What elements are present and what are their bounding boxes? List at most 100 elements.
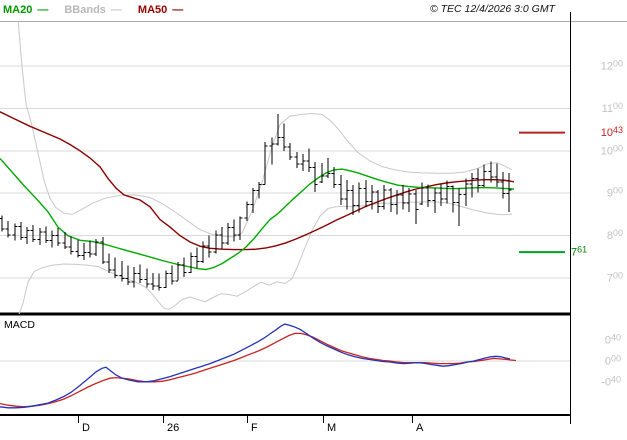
ohlc-bar: [175, 261, 181, 282]
ohlc-bar: [275, 114, 281, 146]
macd-signal-line: [0, 332, 517, 408]
ohlc-bar: [281, 123, 287, 151]
ohlc-bar: [406, 188, 412, 212]
ohlc-bar: [300, 154, 306, 172]
gridlines: 1200 1100 1000 900 800 700: [0, 59, 623, 285]
x-axis-label: A: [416, 422, 424, 434]
ohlc-bar: [356, 182, 362, 213]
ohlc-bar: [506, 172, 512, 212]
ohlc-bar: [438, 183, 444, 206]
ohlc-bar: [237, 216, 243, 240]
ohlc-bar: [144, 268, 150, 288]
macd-panel-title: MACD: [4, 319, 35, 331]
ohlc-bar: [106, 253, 112, 273]
ohlc-bar: [225, 222, 231, 245]
ohlc-bar: [119, 261, 125, 282]
ohlc-bar: [325, 158, 331, 178]
macd-axis-label: -040: [601, 374, 621, 388]
ohlc-bar: [156, 273, 162, 291]
y-axis-label: 700: [607, 271, 623, 285]
panel-separator-line: [0, 312, 570, 316]
ohlc-bar: [100, 236, 106, 264]
support-price-label: 761: [571, 245, 587, 259]
ohlc-bar: [181, 257, 187, 278]
ohlc-bar: [231, 219, 237, 242]
ohlc-bar: [350, 185, 356, 215]
ohlc-bar: [400, 185, 406, 210]
ohlc-bar: [37, 228, 43, 245]
ohlc-bar: [444, 180, 450, 204]
ohlc-bar: [55, 228, 61, 246]
level-lines: [519, 131, 565, 254]
ohlc-bar: [319, 163, 325, 183]
ohlc-bar: [494, 163, 500, 187]
y-axis-label: 1000: [601, 143, 623, 157]
ohlc-bar: [294, 152, 300, 168]
ohlc-bar: [338, 175, 344, 206]
ohlc-bar: [169, 265, 175, 285]
ohlc-bar: [256, 182, 262, 199]
ohlc-bar: [363, 180, 369, 208]
legend-label: BBands: [64, 4, 106, 16]
ohlc-bar: [24, 227, 30, 245]
ohlc-bar: [112, 257, 118, 278]
ohlc-bar: [413, 189, 419, 225]
indicator-legend: MA20 — BBands — MA50 —: [3, 3, 199, 17]
ohlc-bar: [150, 272, 156, 290]
ohlc-bar: [206, 235, 212, 258]
ohlc-bar: [12, 223, 18, 241]
x-axis-line: [0, 414, 570, 416]
ohlc-bar: [469, 172, 475, 198]
y-axis-label: 900: [607, 186, 623, 200]
ohlc-bar: [43, 226, 49, 244]
legend-line-swatch: —: [172, 4, 184, 16]
ohlc-bar: [213, 230, 219, 254]
y-axis-label: 800: [607, 228, 623, 242]
ohlc-bar: [287, 143, 293, 161]
ohlc-bar: [81, 243, 87, 261]
ohlc-bars: [0, 114, 512, 291]
ohlc-bar: [188, 252, 194, 273]
ohlc-bar: [388, 188, 394, 212]
ohlc-bar: [475, 168, 481, 193]
y-axis-label: 1100: [602, 101, 623, 115]
ohlc-bar: [125, 265, 131, 285]
ohlc-bar: [381, 185, 387, 210]
macd-series: 040 000 -040: [0, 323, 621, 409]
ohlc-bar: [30, 225, 36, 242]
macd-line: [0, 323, 511, 409]
x-axis-label: 26: [167, 422, 179, 434]
ohlc-bar: [18, 222, 24, 240]
ohlc-bar: [0, 215, 5, 232]
legend-item-ma50: MA50 —: [138, 3, 183, 17]
ohlc-bar: [425, 184, 431, 207]
ohlc-bar: [432, 188, 438, 214]
legend-label: MA50: [137, 4, 168, 16]
ohlc-bar: [312, 161, 318, 192]
ohlc-bar: [262, 141, 268, 185]
ohlc-bar: [344, 180, 350, 210]
ohlc-bar: [5, 220, 11, 238]
ma50-line: [0, 111, 515, 251]
ohlc-bar: [87, 240, 93, 258]
x-axis-ticks: D 26 F M A: [78, 414, 571, 434]
legend-item-ma20: MA20 —: [3, 3, 48, 17]
ohlc-bar: [250, 188, 256, 214]
ohlc-bar: [244, 201, 250, 221]
ohlc-bar: [68, 236, 74, 255]
ma20-line: [0, 158, 515, 271]
macd-axis-label: 000: [605, 354, 621, 368]
ohlc-bar: [450, 185, 456, 213]
copyright-text: © TEC 12/4/2026 3:0 GMT: [429, 3, 555, 15]
ohlc-bar: [369, 185, 375, 210]
macd-axis-label: 040: [605, 333, 621, 347]
ohlc-bar: [375, 189, 381, 214]
ohlc-bar: [500, 172, 506, 199]
x-axis-label: D: [82, 422, 90, 434]
ohlc-bar: [488, 161, 494, 183]
y-axis-label: 1200: [601, 59, 623, 73]
ohlc-bar: [75, 239, 81, 258]
x-axis-label: M: [327, 422, 336, 434]
legend-item-bbands: BBands —: [64, 3, 122, 17]
